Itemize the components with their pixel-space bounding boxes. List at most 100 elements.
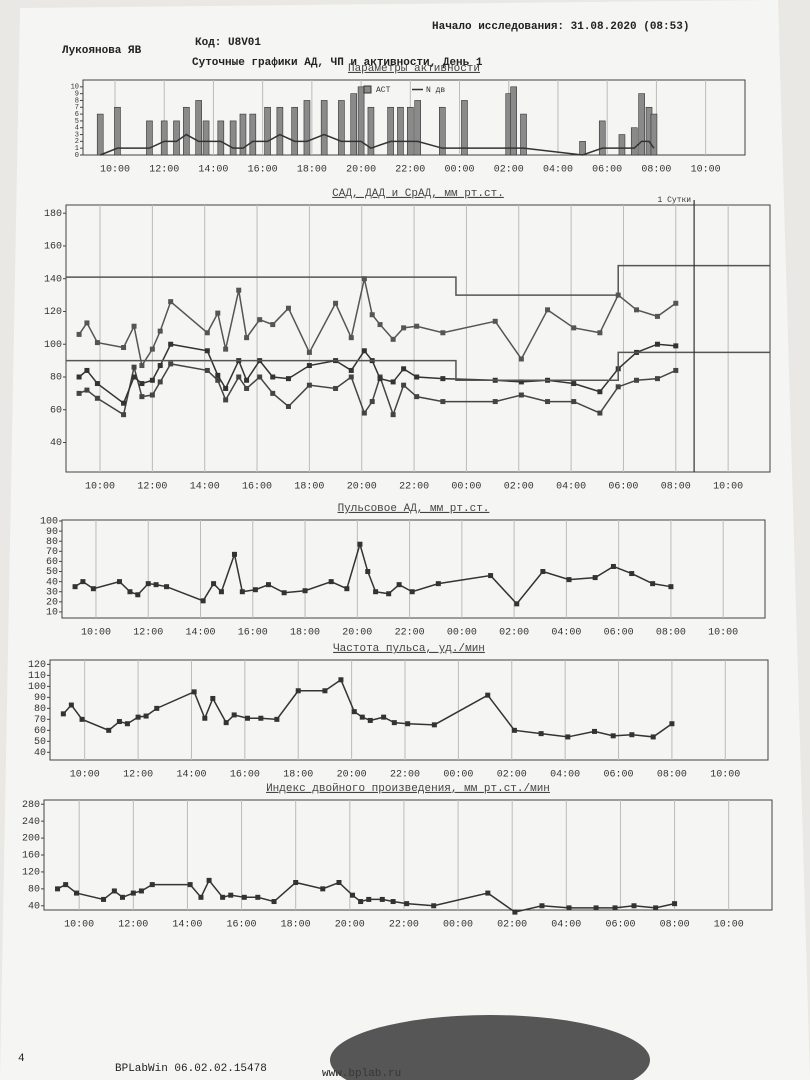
y-tick-label: 100 [40, 517, 58, 528]
x-tick-label: 12:00 [118, 920, 148, 931]
bar [414, 100, 421, 156]
marker [431, 903, 437, 909]
x-tick-label: 16:00 [227, 920, 257, 931]
bar [598, 120, 606, 156]
bar [387, 106, 394, 156]
marker [72, 584, 78, 590]
marker [377, 322, 383, 328]
x-tick-label: 06:00 [608, 482, 638, 493]
bar [439, 106, 446, 156]
marker [76, 374, 82, 380]
x-tick-label: 08:00 [661, 482, 691, 493]
marker [149, 882, 155, 888]
marker [377, 376, 383, 382]
y-tick-label: 30 [46, 587, 58, 598]
marker [358, 899, 364, 905]
marker [274, 716, 280, 722]
marker [94, 381, 100, 387]
bar [202, 120, 210, 156]
marker [654, 313, 660, 319]
marker [231, 551, 237, 557]
x-tick-label: 10:00 [710, 770, 740, 781]
marker [157, 363, 163, 369]
marker [257, 374, 263, 380]
marker [293, 880, 299, 885]
marker [218, 589, 224, 595]
marker [236, 374, 242, 380]
bar [229, 120, 237, 156]
y-tick-label: 240 [22, 817, 40, 828]
marker [390, 379, 396, 385]
marker [545, 399, 551, 405]
marker [348, 367, 354, 373]
x-tick-label: 20:00 [342, 628, 372, 639]
y-tick-label: 120 [44, 307, 62, 318]
plot-frame [49, 659, 769, 761]
marker [669, 721, 675, 727]
marker [396, 582, 402, 588]
x-tick-label: 10:00 [64, 920, 94, 931]
x-tick-label: 08:00 [657, 770, 687, 781]
bar [114, 106, 121, 156]
y-tick-label: 120 [22, 868, 40, 879]
x-tick-label: 14:00 [176, 770, 206, 781]
y-tick-label: 60 [46, 557, 58, 568]
y-tick-label: 160 [22, 851, 40, 862]
marker [68, 702, 74, 708]
x-tick-label: 02:00 [499, 628, 529, 639]
marker [210, 695, 216, 701]
marker [350, 892, 356, 898]
marker [244, 377, 250, 383]
marker [271, 899, 277, 905]
marker [215, 377, 221, 383]
marker [615, 384, 621, 390]
bar [291, 106, 298, 156]
marker [361, 348, 367, 354]
marker [612, 905, 618, 911]
y-tick-label: 3 [75, 131, 79, 139]
series-line [99, 133, 655, 156]
marker [157, 379, 163, 385]
marker [116, 719, 122, 725]
bar [367, 106, 375, 156]
x-tick-label: 14:00 [186, 628, 216, 639]
marker [571, 399, 577, 405]
marker [414, 323, 420, 329]
bar [217, 120, 225, 156]
marker [111, 888, 117, 894]
x-tick-label: 12:00 [123, 770, 153, 781]
legend-swatch [363, 85, 372, 94]
marker [488, 573, 494, 579]
x-tick-label: 04:00 [551, 628, 581, 639]
bar [146, 120, 153, 156]
plot-frame [61, 519, 766, 619]
x-tick-label: 10:00 [70, 770, 100, 781]
marker [168, 361, 174, 367]
marker [348, 374, 354, 380]
marker [202, 715, 208, 721]
marker [414, 394, 420, 400]
x-tick-label: 16:00 [248, 165, 278, 176]
marker [79, 716, 85, 722]
x-tick-label: 22:00 [395, 165, 425, 176]
marker [381, 714, 387, 720]
marker [650, 734, 656, 740]
marker [149, 377, 155, 383]
marker [571, 325, 577, 331]
x-tick-label: 18:00 [281, 920, 311, 931]
marker [130, 890, 136, 896]
y-tick-label: 40 [28, 901, 40, 912]
marker [206, 877, 212, 883]
marker [540, 569, 546, 575]
x-tick-label: 22:00 [399, 482, 429, 493]
marker [405, 721, 411, 727]
marker [386, 591, 392, 597]
marker [414, 374, 420, 380]
x-tick-label: 06:00 [604, 770, 634, 781]
marker [265, 582, 271, 588]
marker [654, 341, 660, 347]
marker [653, 905, 659, 911]
marker [348, 335, 354, 341]
marker [302, 588, 308, 594]
